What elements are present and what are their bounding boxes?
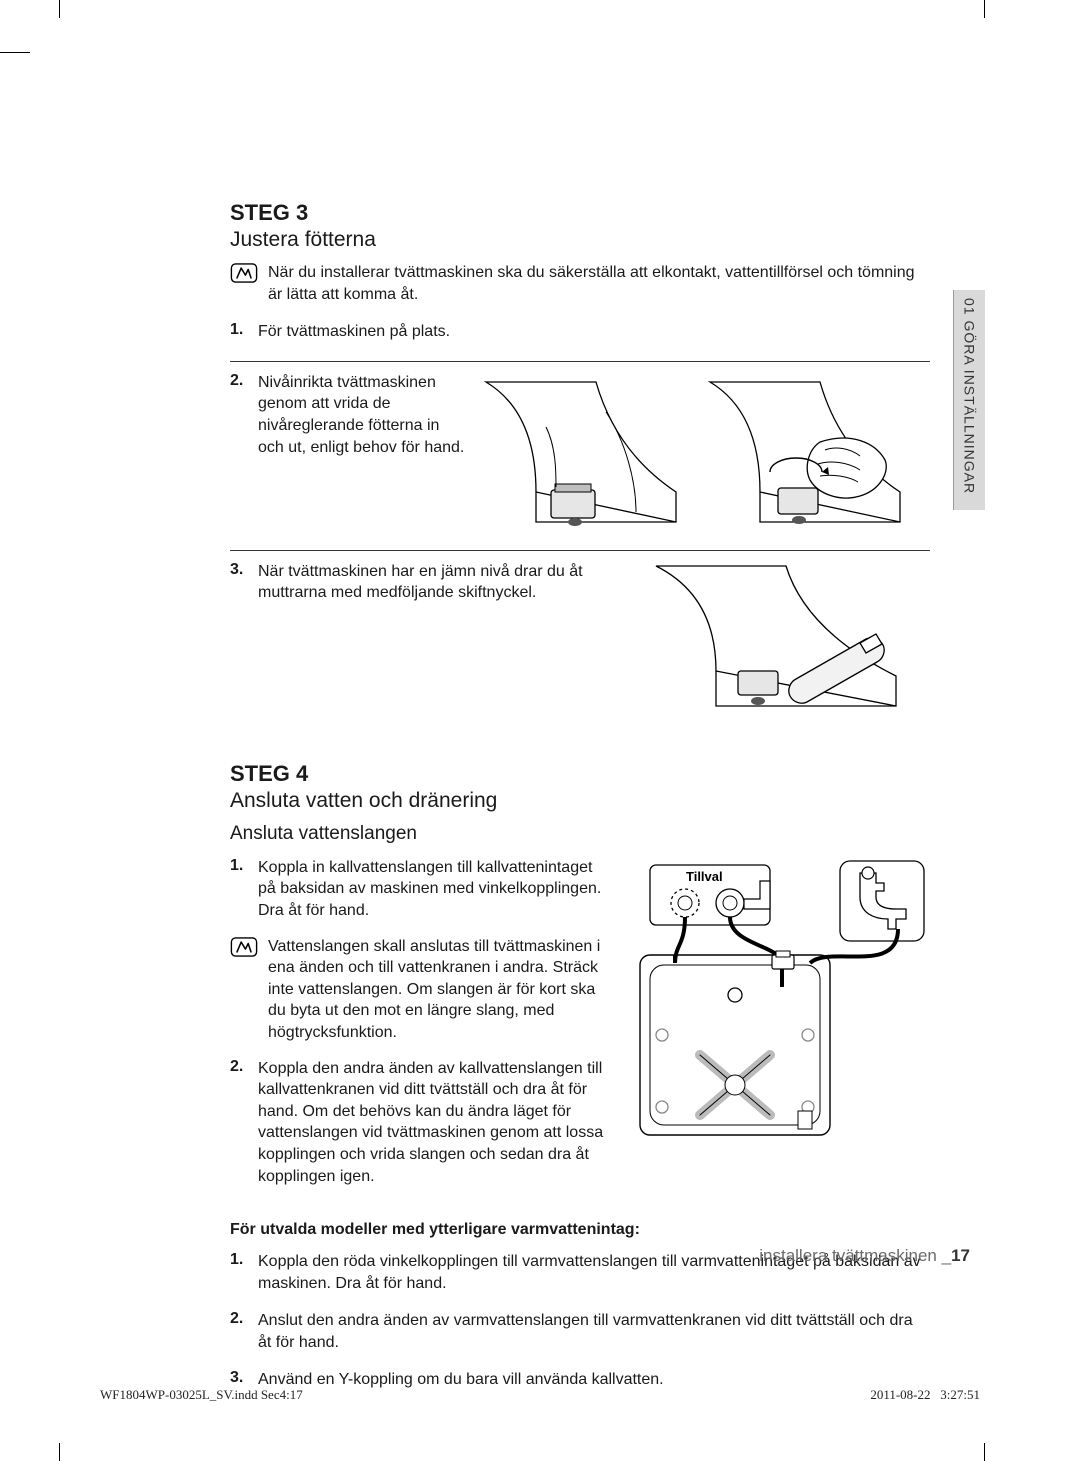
- step3-figure-3: [646, 561, 906, 711]
- footer: installera tvättmaskinen _17: [759, 1246, 970, 1266]
- note-icon: [230, 262, 258, 284]
- step3-figures: [476, 372, 910, 532]
- crop-mark: [59, 0, 60, 18]
- step3-note: När du installerar tvättmaskinen ska du …: [230, 262, 930, 305]
- item-text: Koppla den andra änden av kallvattenslan…: [258, 1058, 612, 1188]
- step4-subtitle: Ansluta vatten och dränering: [230, 789, 930, 813]
- step4-text-column: 1. Koppla in kallvattenslangen till kall…: [230, 851, 612, 1197]
- imprint-timestamp: 2011-08-22 3:27:51: [870, 1387, 980, 1403]
- list-item: 1. Koppla in kallvattenslangen till kall…: [230, 851, 612, 932]
- step3-subtitle: Justera fötterna: [230, 228, 930, 252]
- crop-mark: [59, 1443, 60, 1461]
- list-item: 2. Nivåinrikta tvättmaskinen genom att v…: [230, 361, 930, 542]
- imprint-file: WF1804WP-03025L_SV.indd Sec4:17: [100, 1387, 303, 1403]
- step4-list: 1. Koppla in kallvattenslangen till kall…: [230, 851, 612, 932]
- step3-note-text: När du installerar tvättmaskinen ska du …: [268, 262, 930, 305]
- step4-diagram-column: Tillval: [630, 851, 930, 1150]
- note-icon: [230, 936, 258, 958]
- list-item: 2. Anslut den andra änden av varmvattens…: [230, 1304, 930, 1363]
- item-text: Anslut den andra änden av varmvattenslan…: [258, 1310, 930, 1353]
- wrench-illustration: [646, 561, 906, 711]
- water-connection-diagram: Tillval: [630, 855, 930, 1145]
- step4-columns: 1. Koppla in kallvattenslangen till kall…: [230, 851, 930, 1197]
- feet-adjust-illustration-1: [476, 372, 686, 532]
- item-text: Koppla in kallvattenslangen till kallvat…: [258, 857, 612, 922]
- footer-page: 17: [951, 1246, 970, 1265]
- side-tab: 01 GÖRA INSTÄLLNINGAR: [953, 290, 985, 510]
- item-number: 2.: [230, 1058, 250, 1188]
- step3-title: STEG 3: [230, 200, 930, 226]
- step4-extra-list: 1. Koppla den röda vinkelkopplingen till…: [230, 1245, 930, 1401]
- item-text: Nivåinrikta tvättmaskinen genom att vrid…: [258, 372, 468, 532]
- step4-h3: Ansluta vattenslangen: [230, 823, 930, 845]
- item-number: 3.: [230, 561, 250, 711]
- item-number: 1.: [230, 321, 250, 343]
- list-item: 2. Koppla den andra änden av kallvattens…: [230, 1052, 612, 1198]
- imprint: WF1804WP-03025L_SV.indd Sec4:17 2011-08-…: [100, 1387, 980, 1403]
- item-number: 1.: [230, 857, 250, 922]
- item-number: 2.: [230, 372, 250, 532]
- step4-note-text: Vattenslangen skall anslutas till tvättm…: [268, 936, 612, 1044]
- item-text: När tvättmaskinen har en jämn nivå drar …: [258, 561, 638, 711]
- list-item: 1. För tvättmaskinen på plats.: [230, 315, 930, 353]
- item-number: 1.: [230, 1251, 250, 1294]
- list-item: 3. När tvättmaskinen har en jämn nivå dr…: [230, 550, 930, 721]
- step3-list: 1. För tvättmaskinen på plats. 2. Nivåin…: [230, 315, 930, 721]
- crop-mark: [984, 1443, 985, 1461]
- crop-mark: [0, 52, 30, 53]
- footer-section: installera tvättmaskinen _: [759, 1246, 951, 1265]
- imprint-time: 3:27:51: [940, 1387, 980, 1402]
- step4-title: STEG 4: [230, 761, 930, 787]
- page-content: STEG 3 Justera fötterna När du installer…: [230, 200, 930, 1401]
- tillval-label: Tillval: [686, 869, 723, 884]
- item-text: För tvättmaskinen på plats.: [258, 321, 930, 343]
- item-number: 2.: [230, 1310, 250, 1353]
- imprint-date: 2011-08-22: [870, 1387, 930, 1402]
- feet-adjust-illustration-2: [700, 372, 910, 532]
- step4-extra-title: För utvalda modeller med ytterligare var…: [230, 1221, 930, 1239]
- step4-list-2: 2. Koppla den andra änden av kallvattens…: [230, 1052, 612, 1198]
- side-tab-label: 01 GÖRA INSTÄLLNINGAR: [962, 298, 978, 494]
- crop-mark: [984, 0, 985, 18]
- step4-note: Vattenslangen skall anslutas till tvättm…: [230, 936, 612, 1044]
